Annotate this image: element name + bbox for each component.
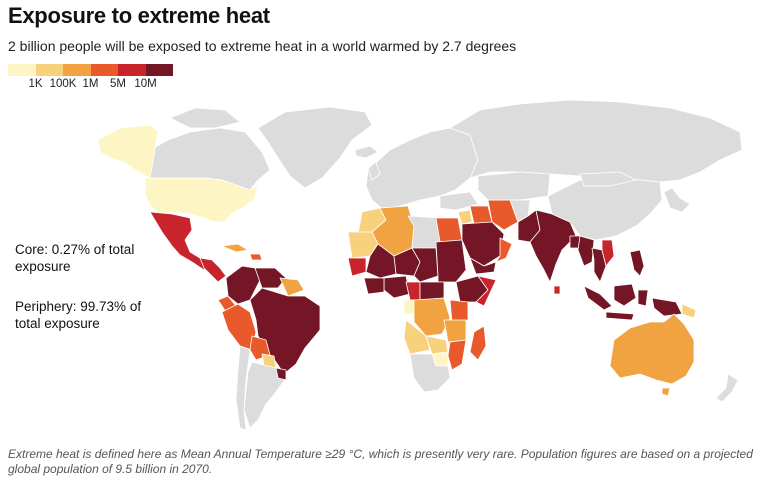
region-saudi-arabia — [461, 221, 505, 267]
region-colombia — [225, 265, 261, 305]
legend-swatch-5 — [118, 64, 146, 76]
legend-swatch-6 — [145, 64, 173, 76]
region-mozambique — [447, 339, 467, 371]
region-sri-lanka — [553, 285, 561, 295]
map-subtitle: 2 billion people will be exposed to extr… — [8, 38, 517, 54]
region-guyana — [279, 277, 305, 297]
region-java — [605, 311, 635, 321]
map-title: Exposure to extreme heat — [8, 3, 270, 28]
region-australia — [609, 313, 695, 385]
region-central-asia — [477, 171, 551, 201]
region-madagascar — [469, 325, 487, 361]
region-gabon — [403, 299, 415, 315]
region-somalia — [475, 275, 497, 307]
region-brazil — [249, 287, 321, 375]
region-ghana — [363, 277, 385, 295]
core-note: Core: 0.27% of total exposure — [15, 242, 135, 274]
region-greenland — [257, 106, 373, 189]
region-philippines — [629, 249, 645, 277]
color-legend: 1K 100K 1M 5M 10M — [8, 64, 173, 92]
legend-label-1m: 1M — [82, 78, 99, 90]
legend-swatches — [8, 64, 173, 76]
legend-label-10m: 10M — [134, 78, 157, 90]
region-oman — [495, 237, 513, 263]
region-europe — [365, 127, 479, 211]
region-borneo — [613, 283, 637, 307]
region-nigeria — [383, 275, 411, 299]
region-congo-drc — [413, 297, 451, 337]
legend-swatch-2 — [35, 64, 63, 76]
legend-label-5m: 5M — [110, 78, 126, 90]
region-chile — [235, 345, 251, 431]
region-turkey — [439, 191, 479, 211]
region-cuba — [221, 243, 249, 253]
region-alaska — [97, 124, 159, 179]
region-korea-japan — [663, 187, 691, 213]
legend-swatch-1 — [8, 64, 36, 76]
legend-swatch-3 — [63, 64, 91, 76]
region-central-america — [199, 257, 227, 283]
region-uk — [367, 161, 381, 181]
legend-swatch-4 — [90, 64, 118, 76]
region-mongolia — [579, 171, 637, 187]
region-iceland — [354, 145, 379, 159]
region-uruguay — [275, 367, 287, 381]
region-kenya — [449, 299, 469, 323]
region-senegal — [347, 257, 367, 277]
legend-label-100k: 100K — [49, 78, 77, 90]
region-sudan — [435, 239, 467, 283]
region-arctic-islands — [169, 107, 241, 129]
region-cameroon — [405, 281, 421, 301]
region-angola — [403, 319, 431, 355]
footnote: Extreme heat is defined here as Mean Ann… — [8, 447, 753, 476]
region-new-guinea — [651, 297, 683, 317]
region-tanzania — [443, 319, 467, 343]
region-yemen — [469, 257, 497, 275]
region-png — [681, 303, 697, 319]
region-myanmar — [577, 235, 595, 267]
region-sulawesi — [637, 289, 649, 307]
legend-labels: 1K 100K 1M 5M 10M — [8, 76, 173, 92]
region-sumatra — [583, 285, 613, 311]
legend-label-1k: 1K — [28, 78, 43, 90]
world-map — [97, 99, 743, 431]
region-new-zealand — [715, 373, 739, 403]
periphery-note: Periphery: 99.73% of total exposure — [15, 299, 142, 331]
region-russia — [449, 99, 743, 183]
region-car — [419, 281, 445, 301]
region-zambia — [425, 335, 449, 355]
region-iraq — [469, 205, 493, 225]
region-levant — [457, 209, 473, 225]
region-hispaniola — [249, 253, 263, 261]
region-india — [529, 209, 577, 283]
region-tasmania — [661, 387, 671, 397]
region-egypt — [435, 217, 463, 243]
region-southern-africa — [409, 353, 451, 393]
region-vietnam — [601, 239, 615, 267]
